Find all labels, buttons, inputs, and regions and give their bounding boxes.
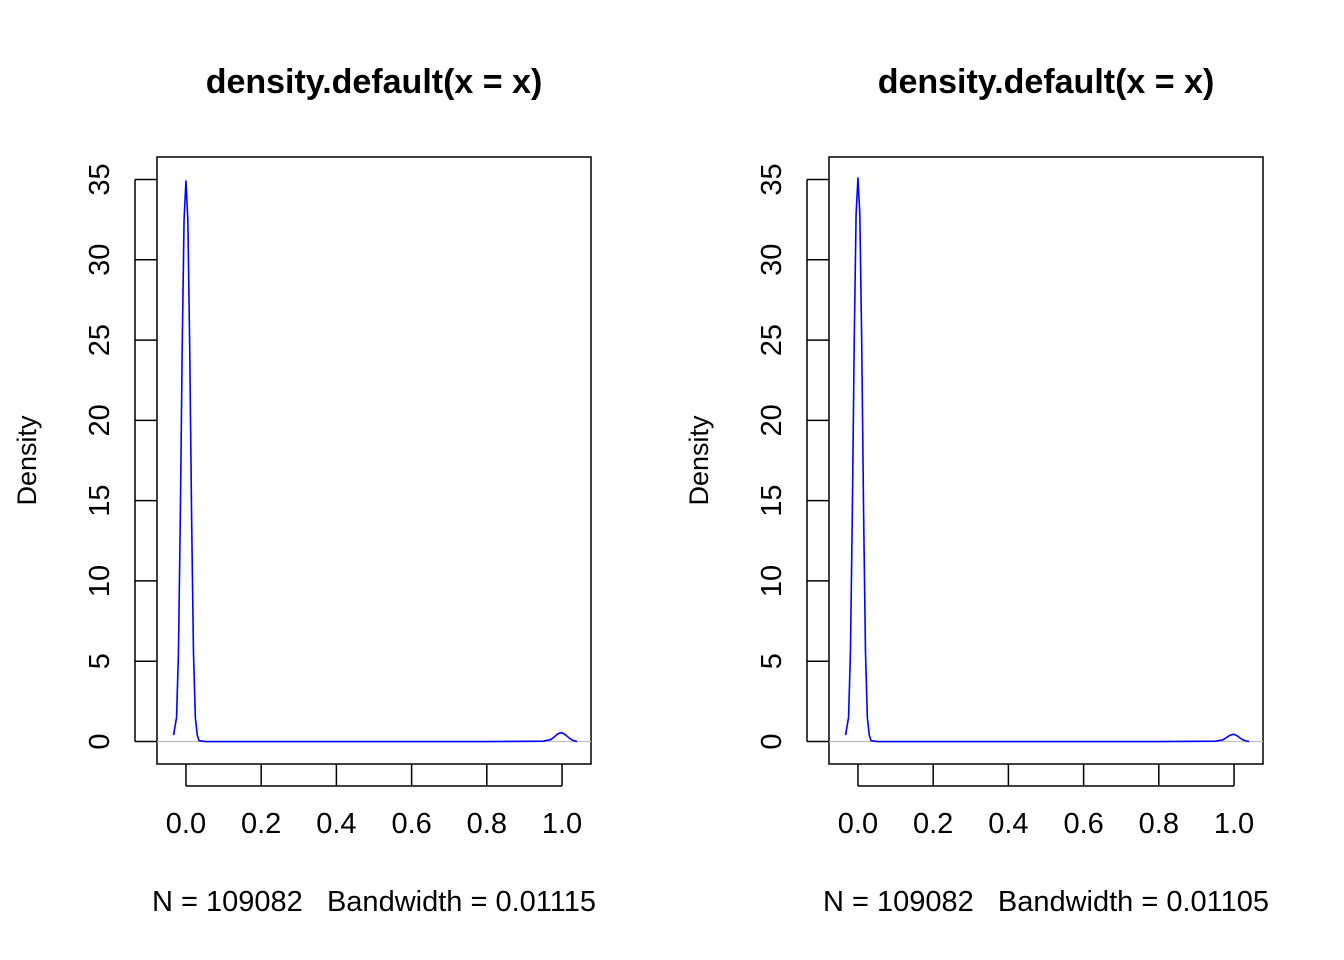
y-tick-label: 15 [84,485,116,517]
x-tick-label: 0.6 [1063,808,1103,840]
y-tick-label: 30 [84,244,116,276]
y-tick-label: 5 [756,653,788,669]
x-tick-label: 0.0 [166,808,206,840]
plot-frame [156,156,592,765]
y-tick-label: 25 [756,324,788,356]
density-panel-1: density.default(x = x) 0.0 0.2 0.4 0.6 0.8 1.0… [12,63,596,918]
y-tick-label: 30 [756,244,788,276]
plot-frame [828,156,1264,765]
y-tick-label: 35 [84,163,116,195]
y-tick-label: 35 [756,163,788,195]
density-panel-2: density.default(x = x) 0.0 0.2 0.4 0.6 0.8 1.0… [684,63,1269,918]
y-tick-label: 20 [84,404,116,436]
x-tick-label: 0.6 [391,808,431,840]
x-tick-label: 0.2 [913,808,953,840]
y-tick-label: 15 [756,485,788,517]
x-tick-label: 1.0 [542,808,582,840]
y-axis-title: Density [12,415,42,506]
x-tick-label: 0.4 [988,808,1028,840]
y-tick-label: 20 [756,404,788,436]
y-tick-label: 0 [756,733,788,749]
y-tick-label: 25 [84,324,116,356]
x-tick-label: 0.4 [316,808,356,840]
x-tick-label: 0.8 [467,808,507,840]
x-tick-label: 0.2 [241,808,281,840]
y-tick-label: 5 [84,653,116,669]
chart-title: density.default(x = x) [878,63,1215,101]
y-tick-label: 10 [756,565,788,597]
x-axis-title: N = 109082 Bandwidth = 0.01115 [152,886,596,918]
y-tick-label: 10 [84,565,116,597]
x-tick-label: 1.0 [1214,808,1254,840]
x-axis-title: N = 109082 Bandwidth = 0.01105 [823,886,1269,918]
density-curve [172,180,578,743]
x-tick-label: 0.8 [1139,808,1179,840]
density-curve [844,177,1250,743]
y-tick-label: 0 [84,733,116,749]
x-tick-label: 0.0 [838,808,878,840]
chart-title: density.default(x = x) [206,63,543,101]
y-axis-title: Density [684,415,714,506]
